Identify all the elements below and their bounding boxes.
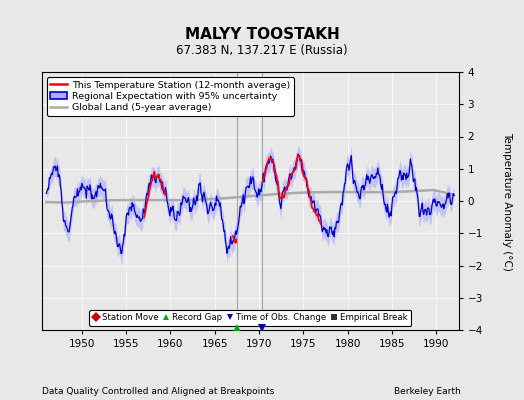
Text: MALYY TOOSTAKH: MALYY TOOSTAKH	[184, 27, 340, 42]
Text: 67.383 N, 137.217 E (Russia): 67.383 N, 137.217 E (Russia)	[176, 44, 348, 57]
Legend: Station Move, Record Gap, Time of Obs. Change, Empirical Break: Station Move, Record Gap, Time of Obs. C…	[89, 310, 411, 326]
Y-axis label: Temperature Anomaly (°C): Temperature Anomaly (°C)	[503, 132, 512, 270]
Text: Berkeley Earth: Berkeley Earth	[395, 387, 461, 396]
Text: Data Quality Controlled and Aligned at Breakpoints: Data Quality Controlled and Aligned at B…	[42, 387, 274, 396]
